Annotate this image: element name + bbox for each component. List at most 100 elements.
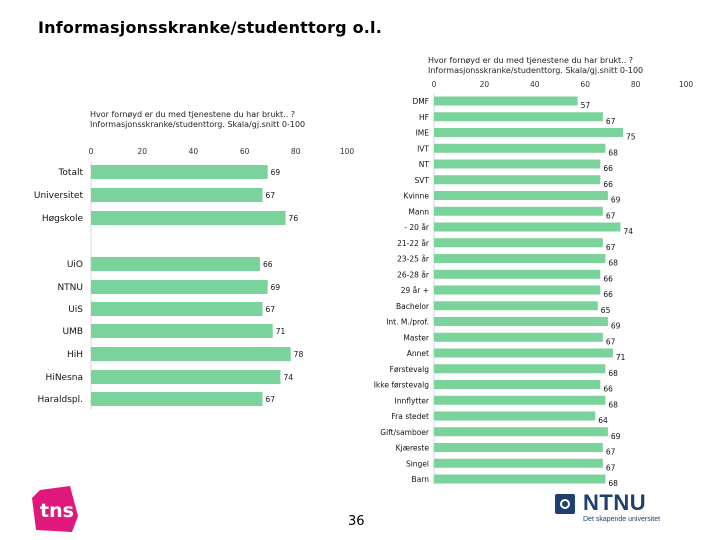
chart1-category-label: HF <box>419 113 429 122</box>
chart1-tick-label: 60 <box>580 80 590 89</box>
chart0-value-label: 67 <box>266 395 276 404</box>
chart1-value-label: 66 <box>603 385 613 394</box>
chart1-value-label: 67 <box>606 117 616 126</box>
chart1-tick-label: 80 <box>631 80 641 89</box>
chart1-category-label: DMF <box>412 97 429 106</box>
chart1-bar <box>434 317 608 326</box>
chart0-bar <box>91 165 268 179</box>
chart0-value-label: 76 <box>289 214 299 223</box>
chart1-value-label: 69 <box>611 196 621 205</box>
chart1-value-label: 67 <box>606 211 616 220</box>
chart0-category-label: UiO <box>67 260 83 270</box>
chart1-category-label: Gift/samboer <box>380 428 430 437</box>
chart1-tick-label: 20 <box>480 80 490 89</box>
chart1-bar <box>434 254 606 263</box>
chart1-category-label: 29 år + <box>401 286 429 295</box>
chart0-value-label: 67 <box>266 191 276 200</box>
ntnu-wordmark: NTNU <box>583 490 647 515</box>
chart0-bar <box>91 347 291 361</box>
chart1-value-label: 68 <box>608 479 618 488</box>
chart1-category-label: Kjæreste <box>396 444 430 453</box>
page-title: Informasjonsskranke/studenttorg o.l. <box>38 18 383 37</box>
chart1-value-label: 66 <box>603 274 613 283</box>
chart0-tick-label: 20 <box>137 147 147 156</box>
chart1-value-label: 66 <box>603 164 613 173</box>
right-chart-title: Hvor fornøyd er du med tjenestene du har… <box>428 56 644 75</box>
chart1-value-label: 64 <box>598 416 608 425</box>
chart1-category-label: 21-22 år <box>397 239 430 248</box>
chart1-bar <box>434 238 603 248</box>
chart1-bar <box>434 411 596 421</box>
page-number: 36 <box>348 514 365 529</box>
chart0-bar <box>91 370 281 384</box>
chart0-bar <box>91 188 263 202</box>
chart1-tick-label: 100 <box>679 80 694 89</box>
chart1-value-label: 68 <box>608 369 618 378</box>
chart0-value-label: 71 <box>276 327 286 336</box>
chart1-category-label: Førstevalg <box>390 365 430 374</box>
chart1-value-label: 66 <box>603 290 613 299</box>
chart0-category-label: UiS <box>68 305 83 315</box>
chart0-bar <box>91 280 268 294</box>
chart1-category-label: Master <box>403 333 430 342</box>
chart0-value-label: 67 <box>266 305 276 314</box>
chart0-bar <box>91 392 263 406</box>
chart1-bar <box>434 427 608 437</box>
chart1-bar <box>434 191 608 200</box>
chart1-value-label: 66 <box>603 180 613 189</box>
chart1-bar <box>434 112 603 122</box>
chart1-bar <box>434 380 601 389</box>
ntnu-emblem-icon <box>555 494 575 514</box>
chart0-value-label: 69 <box>271 283 281 292</box>
chart1-category-label: SVT <box>415 176 430 185</box>
chart1-bar <box>434 474 606 484</box>
chart1-category-label: Innflytter <box>395 396 430 405</box>
chart1-category-label: IVT <box>417 144 429 153</box>
chart1-category-label: NT <box>419 160 430 169</box>
chart0-value-label: 66 <box>263 260 273 269</box>
chart1-bar <box>434 96 578 106</box>
chart1-value-label: 68 <box>608 148 618 157</box>
chart1-value-label: 69 <box>611 322 621 331</box>
chart1-bar <box>434 222 621 232</box>
chart1-tick-label: 0 <box>432 80 437 89</box>
ntnu-tagline: Det skapende universitet <box>583 516 661 523</box>
chart0-category-label: Høgskole <box>42 214 84 224</box>
chart1-category-label: Fra stedet <box>391 412 429 421</box>
chart1-value-label: 67 <box>606 243 616 252</box>
chart1-bar <box>434 364 606 374</box>
chart1-category-label: Int. M./prof. <box>386 318 429 327</box>
chart1-bar <box>434 128 623 137</box>
ntnu-logo: NTNU Det skapende universitet <box>555 490 705 530</box>
chart1-category-label: 26-28 år <box>397 270 430 279</box>
chart1-value-label: 57 <box>581 101 591 110</box>
chart0-tick-label: 0 <box>89 147 94 156</box>
chart1-value-label: 71 <box>616 353 626 362</box>
chart1-bar <box>434 285 601 295</box>
chart1-bar <box>434 159 601 169</box>
chart1-category-label: Ikke førstevalg <box>374 381 430 390</box>
chart1-bar <box>434 143 606 153</box>
chart0-tick-label: 40 <box>189 147 199 156</box>
chart1-category-label: 23-25 år <box>397 255 430 264</box>
tns-logo <box>32 486 78 532</box>
chart0-value-label: 78 <box>294 350 304 359</box>
chart1-value-label: 67 <box>606 463 616 472</box>
chart1-bar <box>434 348 613 358</box>
chart1-value-label: 68 <box>608 400 618 409</box>
chart0-tick-label: 60 <box>240 147 250 156</box>
chart1-category-label: IME <box>416 129 430 138</box>
chart1-value-label: 68 <box>608 259 618 268</box>
chart1-category-label: Bachelor <box>396 302 430 311</box>
chart1-bar <box>434 458 603 468</box>
chart1-value-label: 65 <box>601 306 611 315</box>
chart1-value-label: 74 <box>623 227 633 236</box>
chart0-category-label: HiNesna <box>46 373 83 383</box>
chart0-category-label: Totalt <box>57 168 83 178</box>
chart1-category-label: Singel <box>406 459 429 468</box>
chart1-bar <box>434 175 601 185</box>
chart1-bar <box>434 206 603 216</box>
chart0-category-label: UMB <box>62 327 83 337</box>
chart0-value-label: 74 <box>283 373 293 382</box>
